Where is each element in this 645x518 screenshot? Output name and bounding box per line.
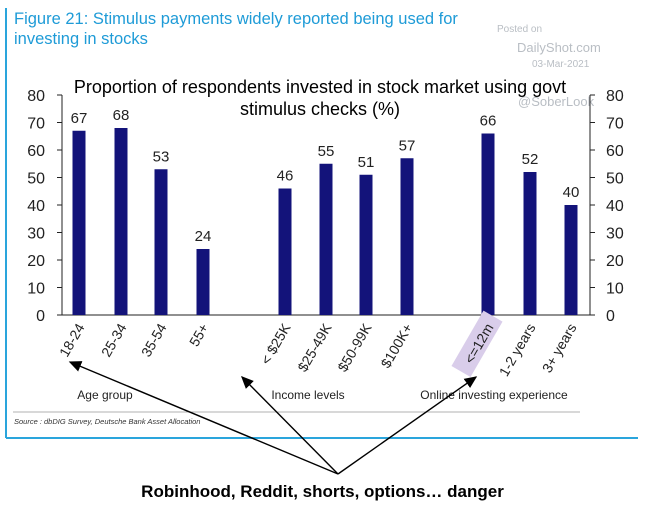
bar xyxy=(319,163,333,315)
y-tick-label-right: 60 xyxy=(606,143,624,160)
bar xyxy=(154,169,168,315)
category-label: 18-24 xyxy=(56,320,88,359)
annotation-arrow xyxy=(337,376,478,475)
category-label: $100K+ xyxy=(377,321,415,371)
annotation-arrow xyxy=(241,376,339,475)
bar xyxy=(114,128,128,315)
y-tick-label-left: 80 xyxy=(27,88,45,105)
bar xyxy=(278,188,292,315)
y-tick-label-right: 30 xyxy=(606,226,624,243)
bar xyxy=(196,249,210,315)
category-label: 55+ xyxy=(186,321,212,350)
y-tick-label-left: 70 xyxy=(27,116,45,133)
figure-title: Figure 21: Stimulus payments widely repo… xyxy=(14,10,458,48)
group-label: Income levels xyxy=(271,388,344,402)
y-tick-label-right: 20 xyxy=(606,253,624,270)
bar xyxy=(72,130,86,315)
data-label: 55 xyxy=(318,143,335,160)
data-label: 51 xyxy=(358,154,375,171)
watermark-posted: Posted on xyxy=(497,24,543,35)
watermark-date: 03-Mar-2021 xyxy=(532,59,590,70)
bar xyxy=(481,133,495,315)
bar xyxy=(400,158,414,315)
category-label: 25-34 xyxy=(98,320,130,359)
bar xyxy=(564,205,578,315)
category-label: 1-2 years xyxy=(496,321,539,380)
category-highlight xyxy=(451,310,503,378)
y-tick-label-left: 50 xyxy=(27,171,45,188)
y-tick-label-left: 20 xyxy=(27,253,45,270)
category-label: < $25K xyxy=(257,320,294,367)
bar xyxy=(523,172,537,315)
annotation-arrow xyxy=(68,361,339,475)
y-tick-label-left: 10 xyxy=(27,281,45,298)
chart-title: Proportion of respondents invested in st… xyxy=(73,77,567,119)
data-label: 57 xyxy=(399,137,416,154)
data-label: 66 xyxy=(480,113,497,130)
y-tick-label-left: 60 xyxy=(27,143,45,160)
y-tick-label-right: 70 xyxy=(606,116,624,133)
data-label: 67 xyxy=(71,110,88,127)
group-label: Age group xyxy=(77,388,133,402)
watermark-site: DailyShot.com xyxy=(517,40,601,55)
caption: Robinhood, Reddit, shorts, options… dang… xyxy=(141,482,504,501)
data-label: 24 xyxy=(195,228,212,245)
group-label: Online investing experience xyxy=(420,388,568,402)
data-label: 40 xyxy=(563,184,580,201)
bar xyxy=(359,174,373,315)
y-tick-label-right: 10 xyxy=(606,281,624,298)
source-note: Source : dbDIG Survey, Deutsche Bank Ass… xyxy=(14,417,201,426)
category-label: 35-54 xyxy=(138,320,170,359)
y-tick-label-right: 40 xyxy=(606,198,624,215)
y-tick-label-left: 40 xyxy=(27,198,45,215)
y-tick-label-left: 0 xyxy=(36,308,45,325)
category-label: $25-49K xyxy=(294,320,335,374)
y-tick-label-right: 0 xyxy=(606,308,615,325)
data-label: 53 xyxy=(153,148,170,165)
watermark-handle: @SoberLook xyxy=(518,94,595,109)
y-tick-label-right: 50 xyxy=(606,171,624,188)
category-label: $50-99K xyxy=(334,320,375,374)
data-label: 52 xyxy=(522,151,539,168)
category-label: 3+ years xyxy=(539,321,580,376)
data-label: 46 xyxy=(277,168,294,185)
figure-frame: Figure 21: Stimulus payments widely repo… xyxy=(14,10,601,426)
y-tick-label-left: 30 xyxy=(27,226,45,243)
data-label: 68 xyxy=(113,107,130,124)
y-tick-label-right: 80 xyxy=(606,88,624,105)
